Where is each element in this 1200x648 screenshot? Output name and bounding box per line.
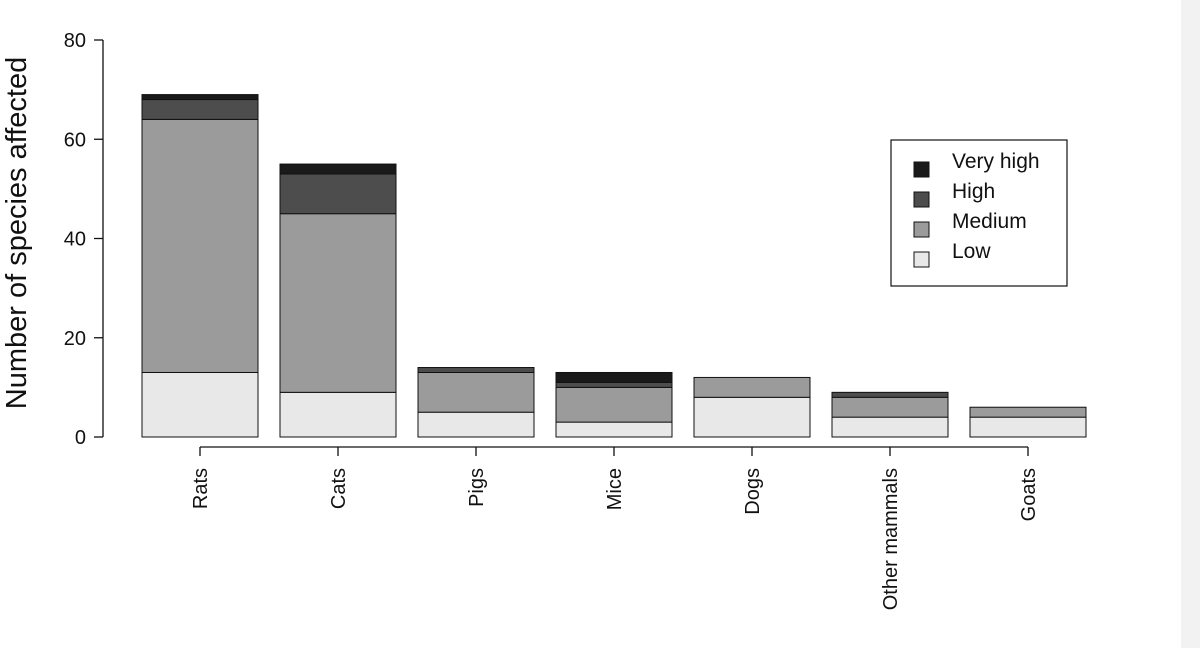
legend-label: Very high <box>952 150 1040 173</box>
bar-segment-medium <box>141 118 259 373</box>
legend-label: Medium <box>952 210 1027 233</box>
y-tick-label: 20 <box>64 328 86 350</box>
y-tick-label: 80 <box>64 30 86 52</box>
bar-segment-very-high <box>555 371 673 383</box>
y-tick-label: 60 <box>64 129 86 151</box>
legend-swatch <box>913 221 930 238</box>
x-tick-label: Mice <box>604 468 626 510</box>
x-tick-label: Pigs <box>466 468 488 507</box>
y-tick-label: 40 <box>64 229 86 251</box>
legend-swatch <box>913 161 930 178</box>
scrollbar-strip <box>1181 0 1200 648</box>
legend: Very high High Medium Low <box>890 139 1068 287</box>
bars <box>141 94 1087 438</box>
bar-segment-high <box>555 381 673 388</box>
bar-segment-low <box>693 396 811 438</box>
x-tick-label: Rats <box>190 468 212 509</box>
bar-segment-medium <box>279 213 397 393</box>
bar-segment-very-high <box>141 94 259 101</box>
bar-segment-medium <box>969 406 1087 418</box>
x-tick-label: Other mammals <box>880 468 902 610</box>
bar-segment-medium <box>693 376 811 398</box>
bar-segment-low <box>417 411 535 438</box>
legend-label: High <box>952 180 995 203</box>
bar-segment-high <box>141 99 259 120</box>
legend-label: Low <box>952 240 991 263</box>
legend-swatch <box>913 191 930 208</box>
bar-segment-very-high <box>279 163 397 175</box>
bar-segment-low <box>555 421 673 438</box>
bar-segment-low <box>969 416 1087 438</box>
y-tick-label: 0 <box>75 427 86 449</box>
y-axis-label: Number of species affected <box>1 57 33 410</box>
bar-segment-low <box>141 371 259 438</box>
x-tick-label: Goats <box>1018 468 1040 521</box>
bar-segment-low <box>279 391 397 438</box>
x-tick-label: Dogs <box>742 468 764 515</box>
bar-segment-low <box>831 416 949 438</box>
x-axis: Rats Cats Pigs Mice Dogs Other mammals Goats <box>190 446 1040 610</box>
bar-segment-high <box>417 367 535 373</box>
bar-segment-medium <box>831 396 949 418</box>
y-axis: 0 20 40 60 80 <box>64 30 104 449</box>
bar-segment-high <box>279 173 397 215</box>
bar-segment-medium <box>417 371 535 413</box>
x-tick-label: Cats <box>328 468 350 509</box>
legend-swatch <box>913 251 930 268</box>
bar-segment-medium <box>555 386 673 423</box>
bar-segment-high <box>831 391 949 398</box>
